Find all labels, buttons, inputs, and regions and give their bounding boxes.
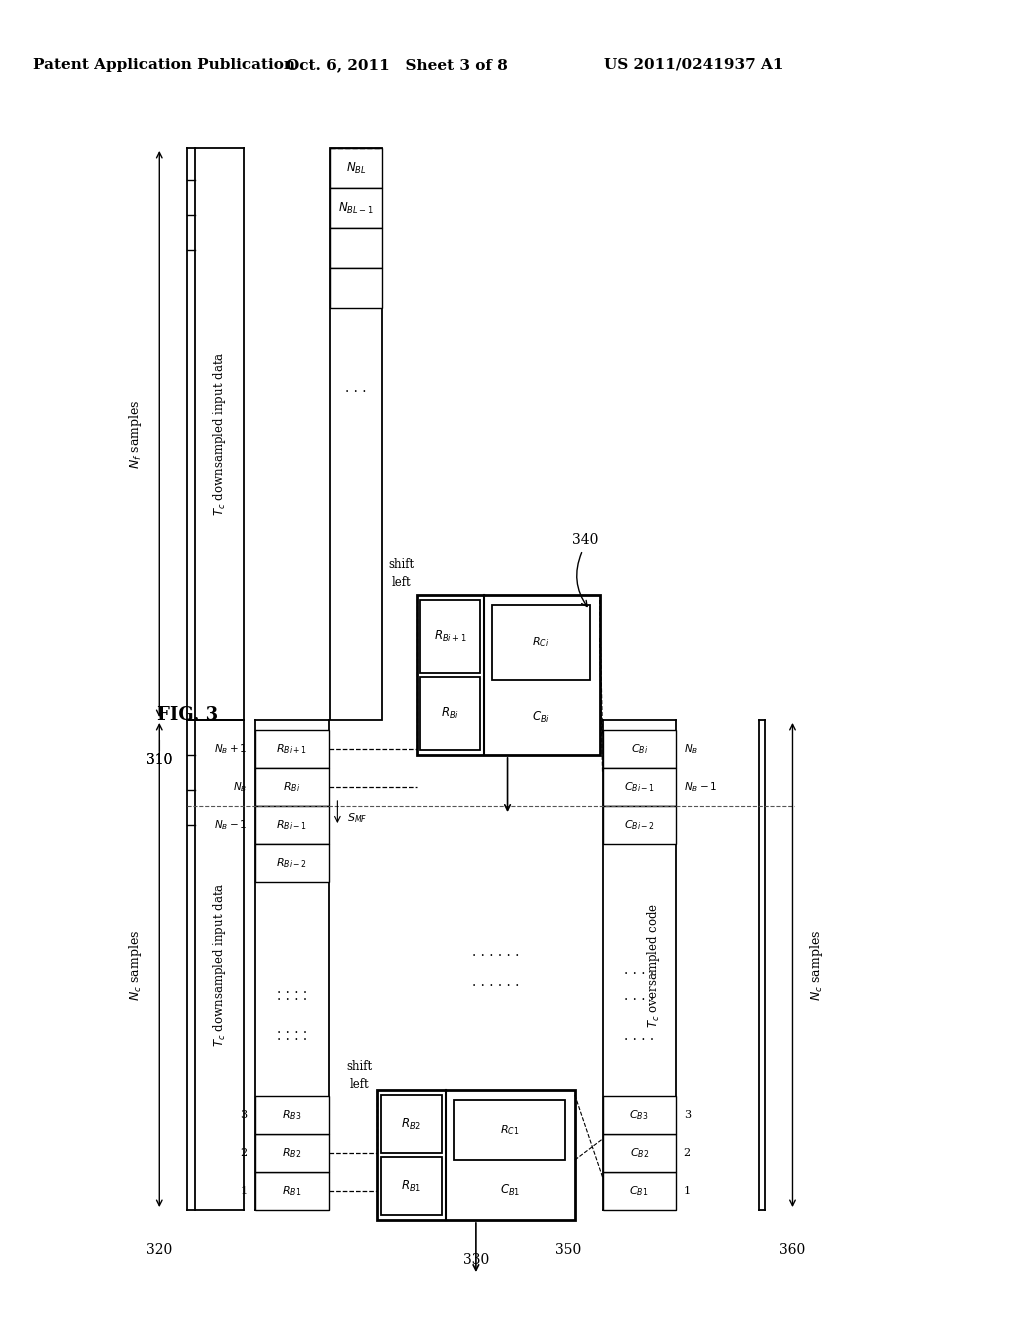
Text: . . . .: . . . . (276, 982, 307, 997)
Text: . . . .: . . . . (624, 989, 654, 1003)
Text: $R_{Bi+1}$: $R_{Bi+1}$ (276, 742, 307, 756)
Text: $R_{Bi}$: $R_{Bi}$ (284, 780, 300, 793)
Text: . . . .: . . . . (276, 1030, 307, 1043)
Bar (602, 807, 676, 843)
Text: 2: 2 (684, 1148, 691, 1158)
Text: $N_B+1$: $N_B+1$ (214, 742, 248, 756)
Text: FIG. 3: FIG. 3 (158, 706, 218, 723)
Bar (602, 768, 676, 807)
Bar (331, 268, 382, 308)
Text: 3: 3 (684, 1110, 691, 1119)
Bar (255, 768, 330, 807)
Text: $N_c$ samples: $N_c$ samples (808, 929, 824, 1001)
Text: $C_{B2}$: $C_{B2}$ (630, 1146, 649, 1160)
Text: $S_{MF}$: $S_{MF}$ (347, 810, 368, 825)
Text: $C_{Bi}$: $C_{Bi}$ (631, 742, 648, 756)
Text: 310: 310 (146, 752, 172, 767)
Text: . . . .: . . . . (276, 1022, 307, 1036)
Bar (255, 1172, 330, 1210)
Text: $C_{B3}$: $C_{B3}$ (630, 1107, 649, 1122)
Text: 310: 310 (146, 752, 172, 767)
Text: $R_{B1}$: $R_{B1}$ (401, 1179, 422, 1193)
Text: . . . .: . . . . (624, 1030, 654, 1043)
Bar (255, 1134, 330, 1172)
Text: $N_B-1$: $N_B-1$ (214, 818, 248, 832)
Text: $N_f$ samples: $N_f$ samples (127, 399, 144, 469)
Bar (602, 1134, 676, 1172)
Text: $N_{BL-1}$: $N_{BL-1}$ (338, 201, 374, 215)
Text: $C_{B1}$: $C_{B1}$ (501, 1183, 520, 1197)
Bar (255, 807, 330, 843)
Text: $R_{Bi-1}$: $R_{Bi-1}$ (276, 818, 307, 832)
Text: . . . .: . . . . (276, 989, 307, 1003)
Bar (602, 1096, 676, 1134)
Text: $R_{Bi}$: $R_{Bi}$ (441, 705, 459, 721)
Text: left: left (392, 577, 412, 590)
Text: shift: shift (346, 1060, 372, 1072)
Text: $C_{Bi-1}$: $C_{Bi-1}$ (624, 780, 654, 793)
Text: . . . .: . . . . (624, 964, 654, 977)
Text: 360: 360 (779, 1243, 806, 1257)
Text: Patent Application Publication: Patent Application Publication (33, 58, 295, 73)
Text: $N_B$: $N_B$ (233, 780, 248, 793)
Bar (381, 1096, 442, 1152)
Bar (255, 843, 330, 882)
Text: . . . . . .: . . . . . . (472, 945, 519, 960)
Bar (602, 730, 676, 768)
Text: 3: 3 (241, 1110, 248, 1119)
Text: $T_c$ downsampled input data: $T_c$ downsampled input data (211, 883, 228, 1047)
Text: 1: 1 (241, 1185, 248, 1196)
Text: Oct. 6, 2011   Sheet 3 of 8: Oct. 6, 2011 Sheet 3 of 8 (286, 58, 508, 73)
Bar (377, 1090, 574, 1220)
Text: 320: 320 (146, 1243, 172, 1257)
Bar (417, 595, 600, 755)
Text: . . . . . .: . . . . . . (472, 975, 519, 989)
Bar (492, 605, 590, 680)
Text: $C_{Bi}$: $C_{Bi}$ (532, 709, 550, 725)
Text: $N_c$ samples: $N_c$ samples (127, 929, 144, 1001)
Text: 350: 350 (555, 1243, 581, 1257)
Text: $N_B-1$: $N_B-1$ (684, 780, 717, 793)
Text: US 2011/0241937 A1: US 2011/0241937 A1 (604, 58, 783, 73)
Bar (255, 730, 330, 768)
Bar (454, 1100, 565, 1160)
Bar (255, 1096, 330, 1134)
Bar (331, 148, 382, 719)
Text: . . .: . . . (345, 381, 367, 395)
Bar (331, 148, 382, 187)
Text: 330: 330 (463, 1253, 489, 1267)
Text: $C_{Bi-2}$: $C_{Bi-2}$ (624, 818, 654, 832)
Bar (602, 1172, 676, 1210)
Text: $R_{B2}$: $R_{B2}$ (401, 1117, 422, 1131)
Bar (331, 228, 382, 268)
Text: $R_{B3}$: $R_{B3}$ (283, 1107, 301, 1122)
Text: 1: 1 (684, 1185, 691, 1196)
Bar (421, 677, 480, 750)
Text: $N_{BL}$: $N_{BL}$ (346, 161, 367, 176)
Bar (381, 1158, 442, 1214)
Bar (331, 187, 382, 228)
Text: $R_{Ci}$: $R_{Ci}$ (531, 635, 549, 649)
Text: $T_c$ oversampled code: $T_c$ oversampled code (645, 903, 663, 1028)
Bar (421, 601, 480, 673)
Text: $R_{Bi+1}$: $R_{Bi+1}$ (434, 628, 467, 644)
Text: shift: shift (389, 558, 415, 572)
Text: $R_{Bi-2}$: $R_{Bi-2}$ (276, 857, 307, 870)
Text: $R_{B1}$: $R_{B1}$ (283, 1184, 301, 1199)
Text: $N_B$: $N_B$ (684, 742, 698, 756)
Text: 2: 2 (241, 1148, 248, 1158)
Text: $R_{B2}$: $R_{B2}$ (283, 1146, 301, 1160)
Text: 340: 340 (571, 533, 598, 546)
Text: $R_{C1}$: $R_{C1}$ (500, 1123, 519, 1137)
Text: $T_c$ downsampled input data: $T_c$ downsampled input data (211, 351, 228, 516)
Text: left: left (349, 1077, 369, 1090)
Text: $C_{B1}$: $C_{B1}$ (630, 1184, 649, 1199)
